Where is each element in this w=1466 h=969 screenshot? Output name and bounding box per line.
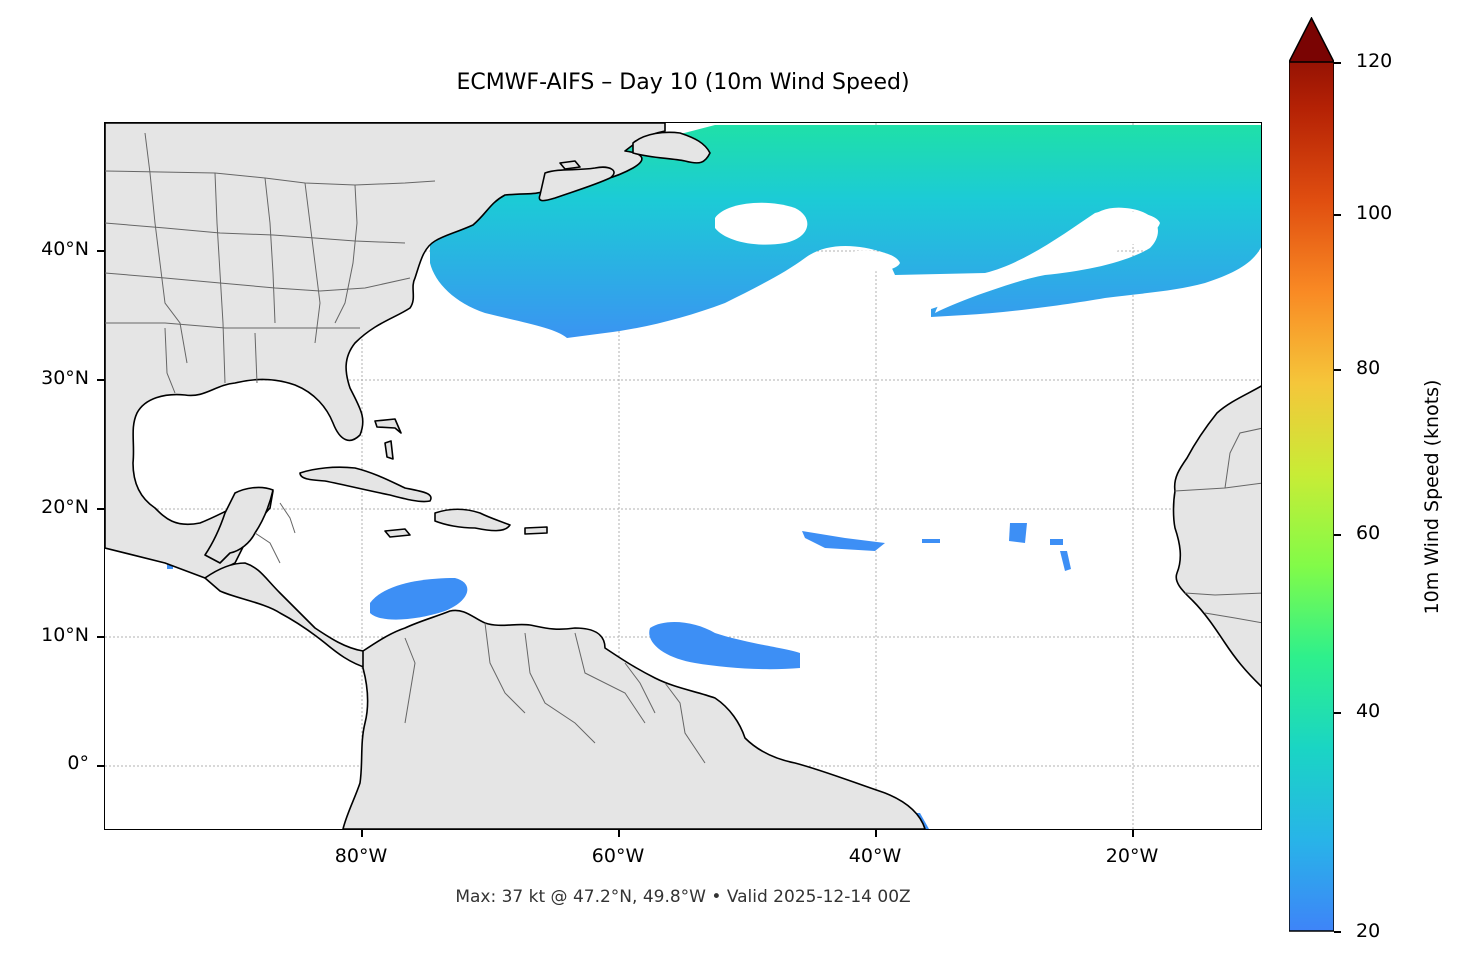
newfoundland [632,131,711,164]
pei [559,160,581,170]
map-canvas [105,123,1261,829]
colorbar-tick [1334,534,1341,536]
lon-tick [361,830,363,837]
lat-tick [97,508,104,510]
colorbar-tick-label: 80 [1356,357,1381,379]
land [105,123,1261,829]
lat-tick [97,250,104,252]
lat-tick [97,379,104,381]
bahamas [374,418,402,434]
map-footer: Max: 37 kt @ 47.2°N, 49.8°W • Valid 2025… [455,887,911,907]
colorbar-tick-label: 40 [1356,700,1381,722]
colorbar-tick-label: 100 [1356,202,1393,224]
lat-label: 20°N [41,496,89,518]
lat-label: 40°N [41,238,89,260]
lat-label: 0° [67,752,89,774]
bahamas-2 [384,440,394,460]
colorbar-tick [1334,712,1341,714]
yucatan [204,486,274,564]
colorbar-tick [1334,369,1341,371]
lon-tick [618,830,620,837]
colorbar-tick-label: 120 [1356,50,1393,72]
colorbar-tick-label: 60 [1356,522,1381,544]
colorbar-tick [1334,214,1341,216]
africa [1172,385,1261,688]
colorbar [1289,62,1334,932]
lon-label: 60°W [591,845,645,867]
jamaica [384,528,411,538]
lon-label: 80°W [334,845,388,867]
map-panel[interactable] [104,122,1262,830]
south-america [342,609,926,829]
lat-label: 10°N [41,624,89,646]
borders [105,132,1261,764]
lat-label: 30°N [41,367,89,389]
lat-tick [97,765,104,767]
lon-tick [875,830,877,837]
lon-label: 20°W [1105,845,1159,867]
wind-field [167,125,1261,829]
puerto-rico [524,526,548,535]
colorbar-tick [1334,62,1341,64]
colorbar-tick-label: 20 [1356,920,1381,942]
lon-label: 40°W [848,845,902,867]
colorbar-tick [1334,931,1341,933]
colorbar-extend-arrow [1289,17,1334,63]
nova-scotia [538,166,615,202]
lon-tick [1132,830,1134,837]
hispaniola [434,508,511,532]
colorbar-title: 10m Wind Speed (knots) [1421,379,1443,615]
lat-tick [97,636,104,638]
cuba [299,466,432,503]
map-title: ECMWF-AIFS – Day 10 (10m Wind Speed) [456,70,910,95]
